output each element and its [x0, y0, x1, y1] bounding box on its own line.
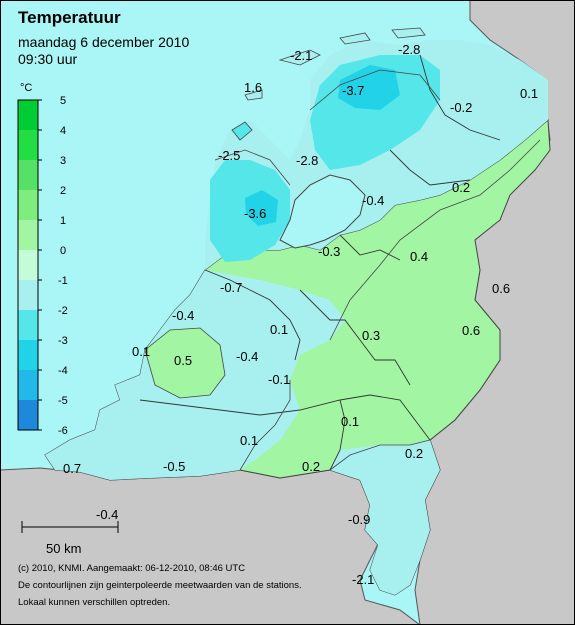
- station-value: -0.9: [348, 512, 370, 527]
- station-value: -2.8: [398, 42, 420, 57]
- station-value: -0.4: [236, 349, 258, 364]
- station-value: 0.1: [270, 322, 288, 337]
- legend-tick: 1: [60, 215, 66, 227]
- scale-bar: [21, 521, 119, 533]
- credit-line: De contourlijnen zijn geinterpoleerde me…: [18, 580, 302, 591]
- ijsselmeer-water: [279, 174, 366, 249]
- station-value: 0.1: [341, 414, 359, 429]
- station-value: 1.6: [244, 80, 262, 95]
- zone-minus-three-north: [338, 65, 400, 110]
- legend-swatch-1: [18, 220, 38, 250]
- legend-swatch-m1: [18, 280, 38, 310]
- legend-tick: 3: [60, 155, 66, 167]
- station-value: 0.4: [410, 249, 428, 264]
- station-value: -2.5: [218, 148, 240, 163]
- station-value: -0.3: [318, 244, 340, 259]
- station-value: 0.5: [174, 353, 192, 368]
- station-value: 0.3: [362, 328, 380, 343]
- station-value: -0.7: [220, 280, 242, 295]
- station-value: -2.1: [290, 48, 312, 63]
- station-value: 0.1: [520, 86, 538, 101]
- map-date: maandag 6 december 2010: [18, 34, 190, 50]
- legend-swatch-3: [18, 160, 38, 190]
- legend-swatch-m3: [18, 340, 38, 370]
- legend-tick: -6: [58, 425, 68, 437]
- station-value: -2.8: [296, 153, 318, 168]
- scale-bar-label: 50 km: [46, 541, 82, 556]
- station-value: -0.4: [172, 308, 194, 323]
- legend-swatch-4: [18, 130, 38, 160]
- island-schiermonnikoog: [391, 27, 426, 39]
- province-boundaries: [139, 54, 501, 471]
- legend-colorbar: 5 4 3 2 1 0 -1 -2 -3 -4 -5 -6: [17, 95, 68, 437]
- station-value: -0.1: [268, 372, 290, 387]
- legend-swatch-m2: [18, 310, 38, 340]
- legend-tick: 5: [60, 95, 66, 107]
- zone-above-zero-west: [144, 327, 226, 399]
- zone-below-zero-south: [330, 440, 440, 595]
- station-value: -2.1: [352, 572, 374, 587]
- island-terschelling: [278, 49, 321, 66]
- island-texel: [231, 121, 253, 141]
- legend-unit: °C: [20, 82, 33, 94]
- station-value: -3.6: [244, 206, 266, 221]
- station-values: -2.1 -2.8 1.6 -3.7 0.1 -0.2 -2.5 -2.8 -3…: [63, 42, 538, 587]
- station-value: 0.6: [492, 281, 510, 296]
- legend-swatch-5: [18, 100, 38, 130]
- station-value: 0.2: [452, 180, 470, 195]
- station-value: 0.1: [132, 344, 150, 359]
- legend-tick: 4: [60, 125, 66, 137]
- station-value: -0.5: [163, 459, 185, 474]
- legend-swatch-m4: [18, 370, 38, 400]
- station-value: -3.7: [342, 83, 364, 98]
- station-value: 0.7: [63, 461, 81, 476]
- station-value: 0.1: [240, 433, 258, 448]
- legend-tick: -4: [58, 365, 68, 377]
- legend-tick: -5: [58, 395, 68, 407]
- legend-swatch-0: [18, 250, 38, 280]
- legend-tick: -1: [58, 275, 68, 287]
- legend-tick: 2: [60, 185, 66, 197]
- zone-minus-three-west: [245, 190, 278, 226]
- credit-line: (c) 2010, KNMI. Aangemaakt: 06-12-2010, …: [18, 563, 246, 574]
- legend-tick: -3: [58, 335, 68, 347]
- island-ameland: [339, 32, 371, 45]
- map-title: Temperatuur: [18, 8, 121, 27]
- legend-tick: 0: [60, 245, 66, 257]
- station-value: -0.4: [96, 507, 118, 522]
- station-value: 0.6: [462, 323, 480, 338]
- station-value: 0.2: [405, 446, 423, 461]
- map-time: 09:30 uur: [18, 51, 78, 67]
- legend-swatch-2: [18, 190, 38, 220]
- station-value: -0.2: [450, 100, 472, 115]
- island-vlieland: [244, 89, 263, 101]
- credit-line: Lokaal kunnen verschillen optreden.: [18, 597, 171, 608]
- contour-lines: [214, 69, 541, 471]
- legend-swatch-m5: [18, 400, 38, 430]
- legend-tick: -2: [58, 305, 68, 317]
- station-value: -0.4: [362, 193, 384, 208]
- station-value: 0.2: [302, 459, 320, 474]
